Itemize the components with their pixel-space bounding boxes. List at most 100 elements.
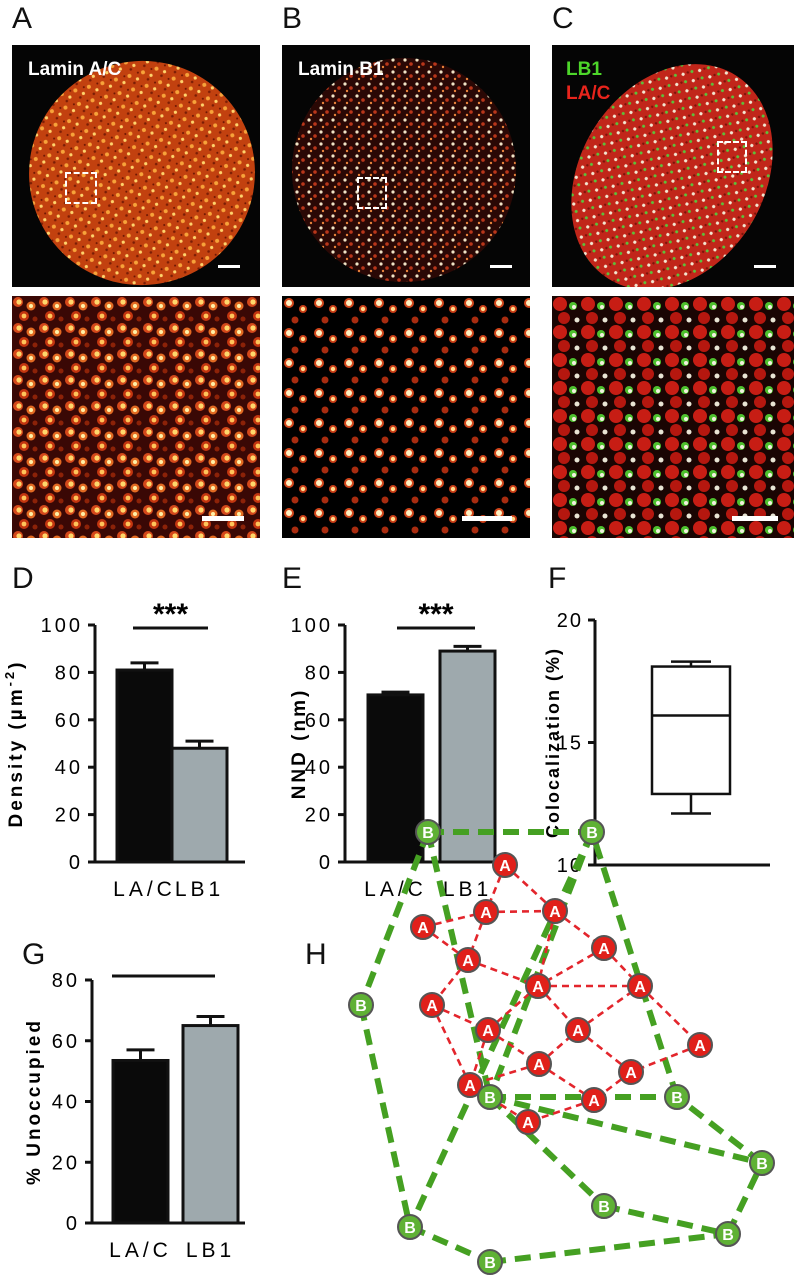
lamin-b1-network-edge [489,1231,729,1265]
y-tick-label: 60 [52,1031,80,1053]
merged-nucleus-graphic [571,64,773,287]
lamin-ac-network-edge [430,1004,472,1086]
x-tick-label: LA/C [109,1239,172,1262]
y-axis-label: Density (µm-2) [2,660,27,828]
lamin-ac-node-label: A [522,1115,534,1132]
lamin-b1-node [415,819,441,845]
lamin-ac-node-label: A [533,1057,545,1074]
y-tick-label: 20 [55,805,83,827]
lamin-ac-node-label: A [549,904,561,921]
lamin-ac-node [475,1017,501,1043]
lamin-ac-label: Lamin A/C [28,59,122,80]
lamin-ac-node-label: A [464,1078,476,1095]
lac-channel-label: LA/C [566,83,611,104]
merged-zoom-graphic [552,296,794,538]
lamin-ac-node [455,947,481,973]
bar-lac [111,1058,170,1225]
roi-box-c [717,141,747,173]
lamin-ac-node-label: A [480,905,492,922]
lamin-ac-node-label: A [572,1023,584,1040]
lamin-ac-node [419,992,445,1018]
scale-bar-c [754,265,776,268]
zoom-scale-bar-a [202,516,244,521]
x-tick-label: LB1 [186,1239,235,1262]
y-tick-label: 0 [319,852,333,874]
lamin-ac-nucleus-image: Lamin A/C [12,45,260,287]
lamin-b1-node-label: B [756,1156,768,1173]
lamin-ac-node [687,1032,713,1058]
lamin-b1-node-label: B [598,1199,610,1216]
significance-stars: *** [153,600,188,631]
y-axis-label: Colocalization (%) [543,647,563,838]
scale-bar-b [490,265,512,268]
y-tick-label: 60 [55,710,83,732]
lamin-ac-node-label: A [598,941,610,958]
lamin-b1-node-label: B [722,1227,734,1244]
lamin-b1-node [591,1193,617,1219]
lamin-ac-node [565,1017,591,1043]
roi-box-a [65,172,97,204]
lamin-b1-network-edge [603,1203,729,1237]
lamin-ac-node [581,1087,607,1113]
lamin-b1-network-edge [358,830,431,1007]
lamin-b1-node [397,1214,423,1240]
lamin-ac-network-edge [603,947,641,987]
lamin-b1-network-edge [358,1004,413,1228]
lamin-ac-network-edge [422,925,469,962]
lamin-ac-node [591,935,617,961]
panel-letter-g: G [22,938,46,971]
x-tick-label: LB1 [443,878,492,900]
scale-bar-a [218,265,240,268]
y-tick-label: 15 [557,733,583,755]
lb1-channel-label: LB1 [566,59,602,80]
merged-zoom-image [552,296,794,538]
x-tick-label: LA/C [113,878,176,900]
panel-letter-d: D [12,562,34,595]
lamin-ac-node [515,1109,541,1135]
lamin-b1-node-label: B [484,1090,496,1107]
bar-lb1 [170,746,229,864]
roi-box-b [357,177,387,209]
lamin-ac-node-label: A [694,1038,706,1055]
bar-lb1 [181,1024,240,1225]
zoom-scale-bar-c [732,516,778,521]
box-iqr [650,665,732,796]
lamin-ac-node [457,1072,483,1098]
lamin-ac-nucleus-graphic [29,60,255,286]
lamin-ac-zoom-image [12,296,260,538]
lamin-b1-network-edge [675,1094,764,1166]
lamin-b1-network-edge [487,830,595,1099]
lamin-ac-network-edge [639,985,701,1046]
lamin-b1-node [348,992,374,1018]
lamin-b1-network-edge [489,1094,763,1166]
y-tick-label: 80 [305,662,333,684]
lamin-ac-node [526,1051,552,1077]
lamin-b1-nucleus-graphic [292,58,516,282]
lamin-b1-network-edge [589,831,680,1098]
lamin-ac-node [525,973,551,999]
y-tick-label: 40 [305,757,333,779]
y-axis-label: NND (nm) [289,688,310,800]
lamin-b1-node [477,1084,503,1110]
panel-letter-c: C [552,2,574,35]
zoom-scale-bar-b [462,516,512,521]
lamin-b1-node-label: B [671,1090,683,1107]
bar-lb1 [438,649,497,864]
bar-lac [115,668,174,864]
lamin-b1-node-label: B [404,1220,416,1237]
chart-g-unoccupied: 0 20 40 60 80 LA/C LB1 * % Unoccupied [24,970,245,1262]
panel-letter-h: H [305,938,327,971]
lamin-b1-network-edge [725,1161,765,1236]
lamin-b1-node-label: B [355,998,367,1015]
lamin-b1-zoom-image [282,296,530,538]
y-tick-label: 60 [305,710,333,732]
lamin-ac-node-label: A [426,998,438,1015]
lamin-ac-network-edge [538,1029,579,1065]
lamin-ac-node [473,899,499,925]
lamin-b1-label: Lamin B1 [298,59,384,80]
merged-nucleus-image: LB1 LA/C [552,45,794,287]
lamin-ac-node-label: A [499,858,511,875]
lamin-b1-network-edge [407,830,595,1229]
